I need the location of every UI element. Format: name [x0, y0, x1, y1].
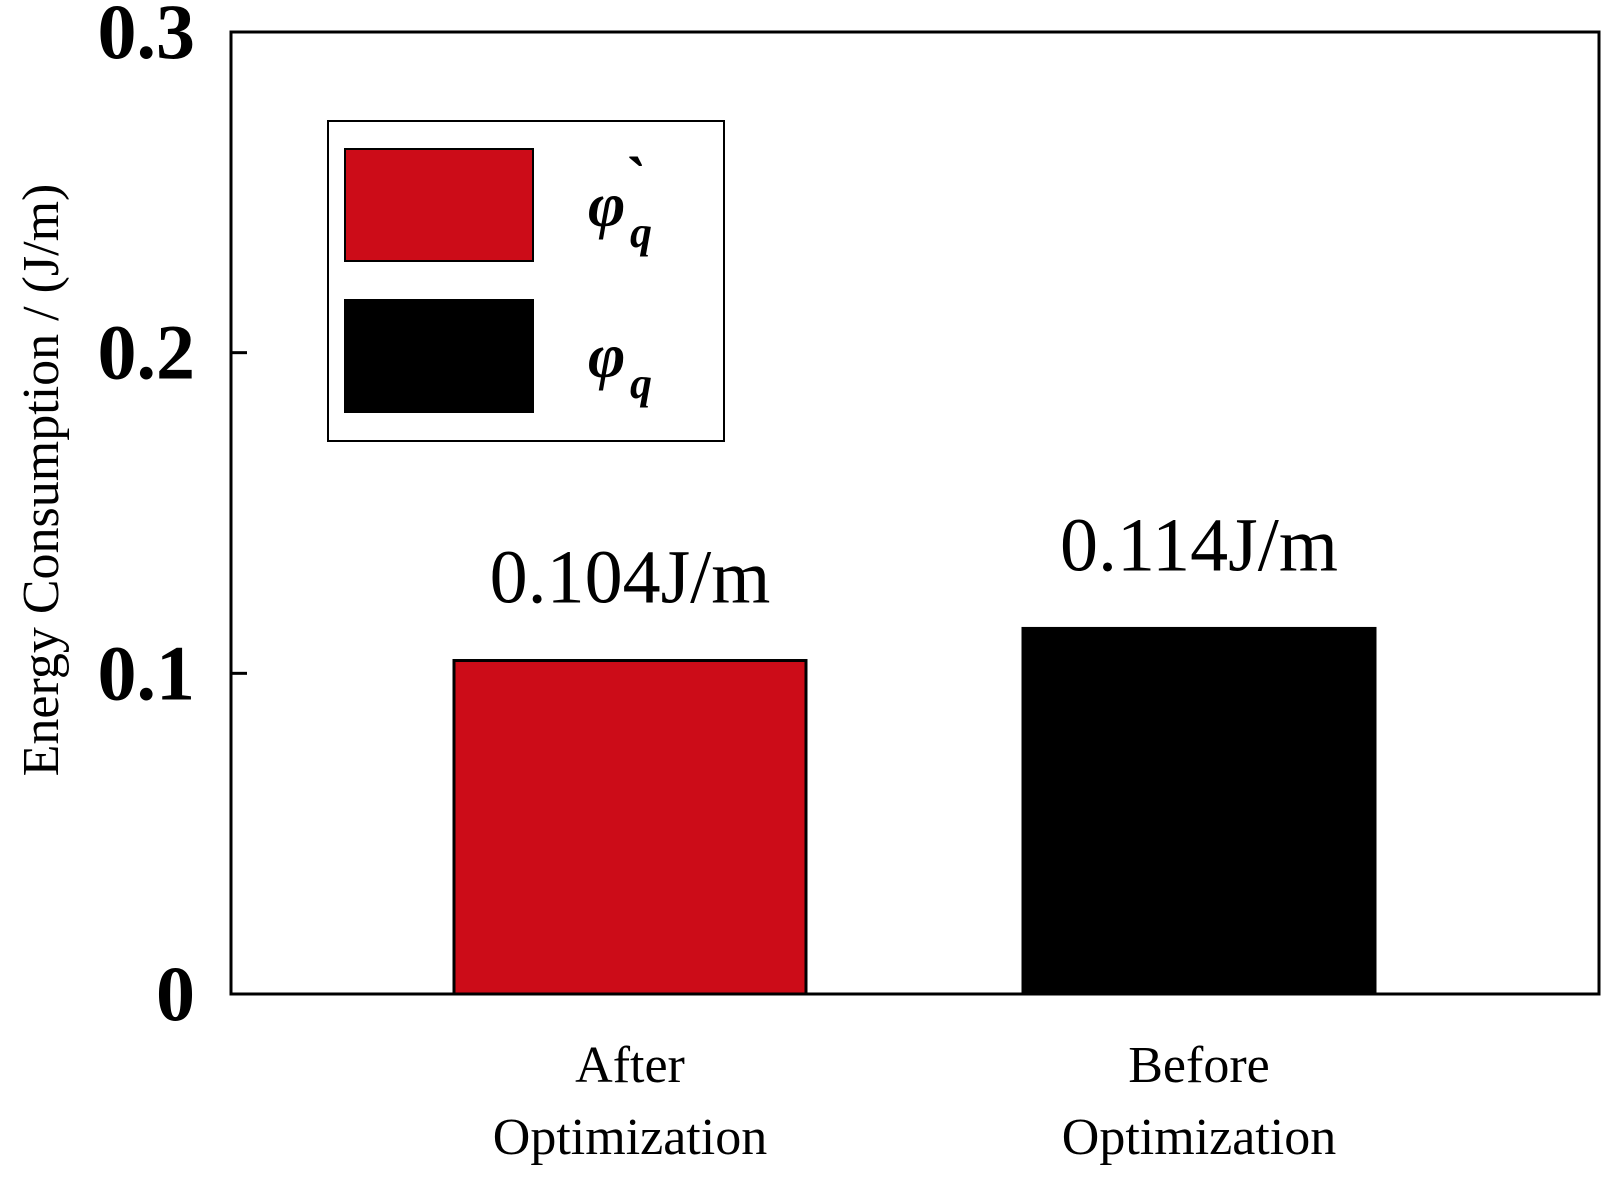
legend-swatch-1	[344, 148, 534, 262]
data-label-2: 0.114J/m	[1060, 503, 1338, 587]
y-axis-label: Energy Consumption / (J/m)	[13, 184, 70, 777]
x-tick-label-1-line-1: After	[575, 1037, 685, 1094]
legend-label-1: φ	[588, 169, 625, 240]
plot-frame	[229, 30, 1601, 996]
y-tick-label-4: 0.3	[98, 0, 196, 75]
y-tick-label-2: 0.1	[98, 629, 196, 716]
x-tick-label-1-line-2: Optimization	[493, 1109, 767, 1166]
legend: φ q`φ q	[327, 120, 725, 442]
legend-subscript-2: q	[630, 359, 652, 408]
bar-2	[1021, 626, 1377, 996]
x-tick-label-2-line-2: Optimization	[1062, 1109, 1336, 1166]
y-tick-label-3: 0.2	[98, 309, 196, 396]
data-label-1: 0.104J/m	[490, 536, 771, 620]
legend-subscript-1: q	[630, 208, 652, 257]
y-tick-label-1: 0	[156, 950, 195, 1037]
x-tick-label-2-line-1: Before	[1128, 1037, 1269, 1094]
legend-label-2: φ	[588, 320, 625, 391]
bar-1	[452, 659, 808, 996]
legend-swatch-2	[344, 299, 534, 413]
plot-layer: 0.104J/m After Optimization 0.114J/m Before O…	[98, 0, 1601, 1166]
legend-accent-1: `	[622, 144, 643, 215]
